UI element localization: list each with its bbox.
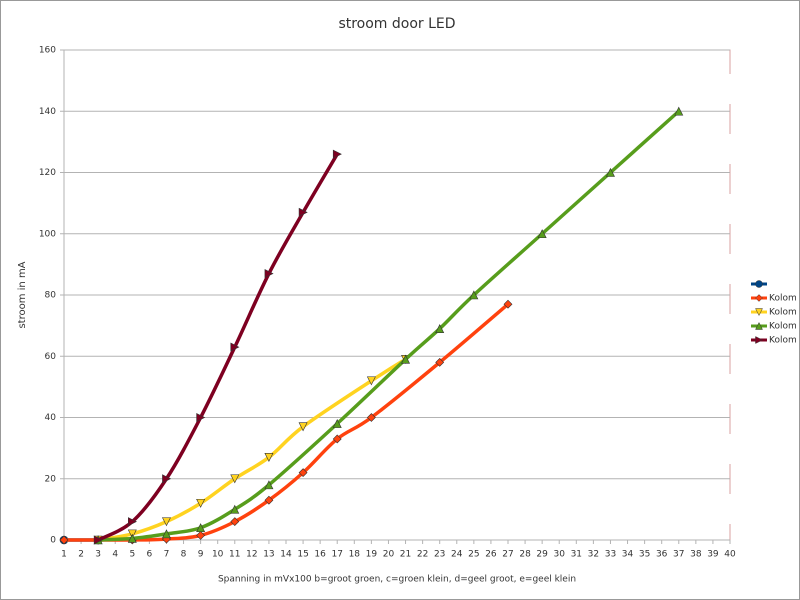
series-line: [97, 153, 339, 542]
x-tick-label: 28: [519, 550, 531, 560]
y-tick-label: 20: [45, 474, 57, 484]
data-point: [332, 434, 342, 444]
data-point: [93, 535, 103, 545]
x-tick-label: 24: [451, 550, 463, 560]
data-point: [161, 517, 171, 527]
x-tick-label: 6: [147, 550, 153, 560]
y-tick-label: 80: [45, 291, 57, 301]
data-point: [230, 474, 240, 484]
legend-label: Kolom E: [769, 336, 800, 346]
y-tick-label: 160: [39, 46, 56, 56]
x-tick-label: 1: [61, 550, 67, 560]
legend-marker: [755, 280, 763, 288]
legend-label: Kolom C: [769, 308, 800, 318]
x-tick-label: 37: [673, 550, 684, 560]
x-tick-label: 8: [181, 550, 187, 560]
data-point: [264, 269, 274, 279]
x-tick-label: 35: [639, 550, 650, 560]
x-tick-label: 12: [246, 550, 257, 560]
data-point: [435, 324, 445, 333]
data-point: [537, 229, 547, 239]
y-tick-label: 140: [39, 107, 56, 117]
x-tick-label: 4: [112, 550, 118, 560]
x-tick-label: 29: [536, 550, 548, 560]
x-tick-label: 11: [229, 550, 240, 560]
legend-marker: [755, 308, 763, 317]
data-point: [196, 523, 206, 533]
x-tick-label: 2: [78, 550, 84, 560]
data-point: [230, 517, 240, 527]
x-tick-label: 26: [485, 550, 497, 560]
x-tick-label: 33: [605, 550, 616, 560]
x-tick-label: 3: [95, 550, 101, 560]
x-tick-label: 38: [690, 550, 702, 560]
x-tick-label: 21: [400, 550, 411, 560]
data-point: [196, 498, 206, 508]
data-point: [264, 480, 274, 490]
data-point: [674, 106, 684, 116]
data-point: [196, 413, 206, 422]
data-point: [264, 495, 274, 505]
x-tick-label: 30: [554, 550, 566, 560]
legend-label: Kolom D: [769, 322, 800, 332]
data-point: [435, 357, 445, 367]
data-point: [127, 533, 137, 543]
x-tick-label: 25: [468, 550, 479, 560]
data-point: [59, 535, 69, 545]
data-point: [366, 413, 376, 422]
legend-marker: [755, 336, 764, 344]
y-axis-label: stroom in mA: [17, 261, 28, 328]
data-point: [332, 418, 342, 428]
x-tick-label: 39: [707, 550, 719, 560]
x-tick-label: 36: [656, 550, 668, 560]
x-tick-label: 15: [297, 550, 308, 560]
x-tick-label: 19: [366, 550, 378, 560]
x-tick-label: 31: [571, 550, 582, 560]
data-point: [128, 517, 137, 527]
x-tick-label: 16: [314, 550, 326, 560]
data-point: [298, 207, 308, 217]
legend-label: Kolom B: [769, 294, 800, 304]
data-point: [162, 474, 172, 484]
data-point: [161, 529, 171, 539]
data-point: [605, 167, 615, 177]
data-point: [503, 299, 513, 309]
data-point: [298, 468, 308, 478]
y-tick-label: 100: [39, 229, 56, 239]
data-point: [469, 290, 479, 300]
x-tick-label: 27: [502, 550, 513, 560]
x-tick-label: 14: [280, 550, 292, 560]
y-tick-label: 0: [50, 536, 56, 546]
x-tick-label: 34: [622, 550, 634, 560]
x-tick-label: 22: [417, 550, 428, 560]
data-point: [332, 149, 342, 159]
data-point: [298, 422, 308, 432]
data-point: [230, 504, 240, 514]
x-tick-label: 17: [332, 550, 343, 560]
data-point: [264, 453, 274, 462]
legend-marker: [755, 294, 763, 302]
x-tick-label: 32: [588, 550, 599, 560]
chart-title: stroom door LED: [338, 16, 455, 32]
series-line: [98, 109, 680, 542]
y-tick-label: 120: [39, 168, 56, 178]
x-tick-label: 5: [129, 550, 135, 560]
y-tick-label: 60: [45, 352, 57, 362]
x-tick-label: 9: [198, 550, 204, 560]
x-tick-label: 10: [212, 550, 224, 560]
x-tick-label: 7: [164, 550, 170, 560]
x-axis-label: Spanning in mVx100 b=groot groen, c=groe…: [218, 575, 576, 585]
x-tick-label: 20: [383, 550, 395, 560]
data-point: [401, 354, 411, 364]
data-point: [230, 342, 240, 352]
data-point: [196, 530, 206, 540]
legend-marker: [755, 321, 763, 330]
x-tick-label: 18: [349, 550, 361, 560]
data-point: [366, 376, 376, 386]
x-tick-label: 23: [434, 550, 445, 560]
x-tick-label: 40: [724, 550, 736, 560]
x-tick-label: 13: [263, 550, 274, 560]
y-tick-label: 40: [45, 413, 57, 423]
